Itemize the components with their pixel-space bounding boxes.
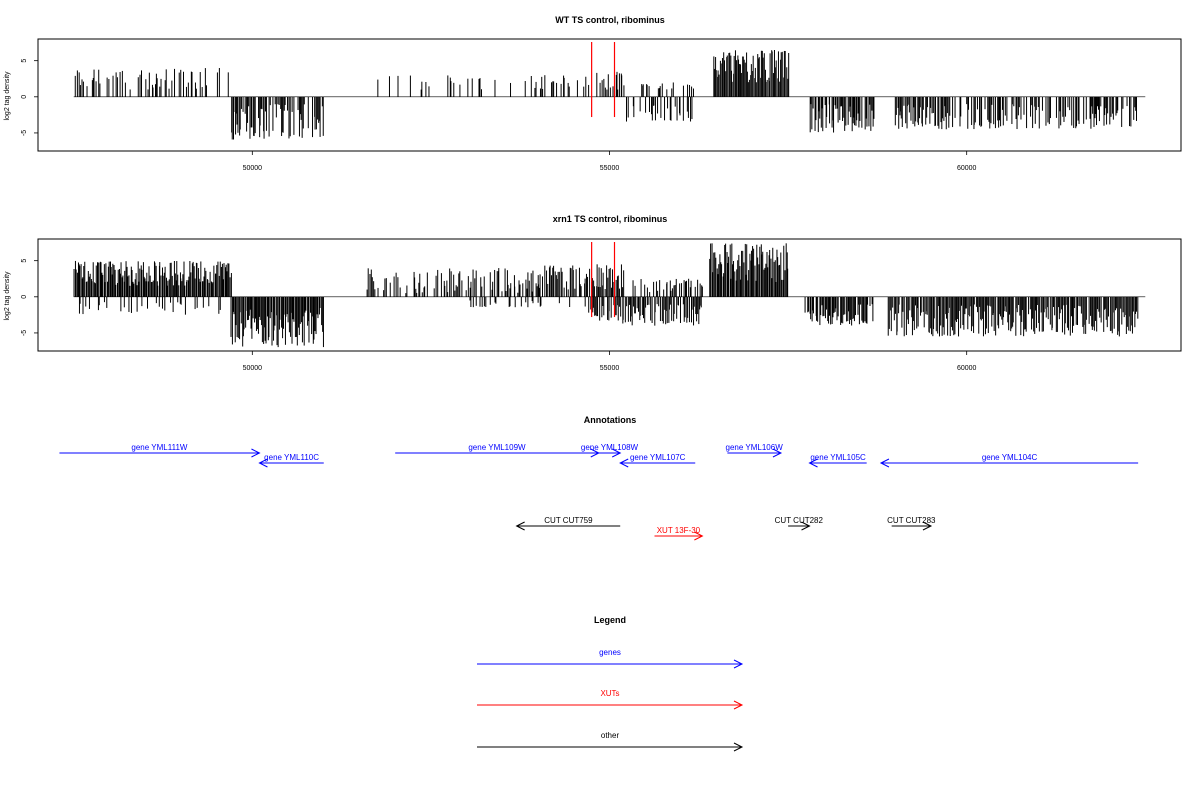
signal-bars bbox=[73, 242, 1146, 348]
annotation-arrow: gene YML109W bbox=[395, 443, 600, 458]
arrow-head bbox=[733, 700, 744, 710]
legend-label: other bbox=[601, 731, 620, 740]
arrow-head bbox=[619, 458, 629, 468]
x-tick-label: 50000 bbox=[243, 365, 263, 372]
annotations-title: Annotations bbox=[584, 415, 637, 425]
x-tick-label: 55000 bbox=[600, 165, 620, 172]
arrow-head bbox=[611, 448, 622, 458]
panel-title: WT TS control, ribominus bbox=[555, 15, 665, 25]
annotation-arrow: gene YML105C bbox=[808, 453, 867, 468]
annotation-arrow: gene YML111W bbox=[59, 443, 261, 458]
axes: 50000 55000 60000 5 0 -5 bbox=[21, 259, 977, 372]
annotation-arrow: XUT 13F-30 bbox=[654, 526, 704, 541]
plot-frame bbox=[37, 38, 1182, 152]
arrow-head bbox=[694, 531, 704, 541]
arrow-head bbox=[772, 448, 783, 458]
annotation-label: gene YML109W bbox=[468, 443, 526, 452]
annotation-label: gene YML107C bbox=[630, 453, 686, 462]
annotation-label: gene YML111W bbox=[131, 443, 187, 452]
arrow-head bbox=[808, 458, 818, 468]
annotation-label: CUT CUT282 bbox=[775, 516, 824, 525]
arrow-head bbox=[251, 448, 261, 458]
legend-arrow: XUTs bbox=[477, 689, 744, 710]
y-tick-label: 5 bbox=[21, 259, 28, 263]
annotation-arrow: gene YML106W bbox=[726, 443, 784, 458]
arrow-head bbox=[258, 458, 268, 468]
annotation-label: gene YML110C bbox=[264, 453, 319, 462]
annotation-arrow: gene YML104C bbox=[879, 453, 1139, 468]
panel-title: xrn1 TS control, ribominus bbox=[553, 214, 668, 224]
annotation-label: XUT 13F-30 bbox=[657, 526, 701, 535]
annotation-label: gene YML108W bbox=[581, 443, 639, 452]
xrn1-panel: xrn1 TS control, ribominus 50000 55000 600… bbox=[4, 214, 1182, 372]
y-axis-label: log2 tag density bbox=[4, 271, 11, 321]
annotation-arrow: CUT CUT282 bbox=[775, 516, 824, 531]
y-tick-label: -5 bbox=[21, 130, 28, 136]
x-tick-label: 55000 bbox=[600, 365, 620, 372]
y-tick-label: 0 bbox=[21, 295, 28, 299]
arrow-head bbox=[515, 521, 525, 531]
annotation-track: gene YML111W gene YML110C gene YML109W gene… bbox=[59, 443, 1139, 541]
arrow-head bbox=[733, 659, 744, 669]
y-axis-label: log2 tag density bbox=[4, 71, 11, 121]
annotation-label: CUT CUT283 bbox=[887, 516, 936, 525]
legend-title: Legend bbox=[594, 615, 626, 625]
signal-bars bbox=[73, 42, 1146, 140]
x-tick-label: 60000 bbox=[957, 165, 977, 172]
annotation-label: gene YML104C bbox=[982, 453, 1038, 462]
annotation-arrow: CUT CUT759 bbox=[515, 516, 621, 531]
annotation-label: CUT CUT759 bbox=[544, 516, 593, 525]
wt-panel: WT TS control, ribominus 50000 55000 60000… bbox=[4, 15, 1182, 172]
annotation-arrow: gene YML110C bbox=[258, 453, 324, 468]
legend-label: genes bbox=[599, 648, 621, 657]
y-tick-label: 0 bbox=[21, 95, 28, 99]
arrow-head bbox=[922, 521, 933, 531]
annotation-arrow: CUT CUT283 bbox=[887, 516, 936, 531]
arrow-head bbox=[879, 458, 890, 468]
arrow-head bbox=[733, 742, 744, 752]
annotation-label: gene YML105C bbox=[810, 453, 866, 462]
y-tick-label: -5 bbox=[21, 330, 28, 336]
arrow-head bbox=[801, 521, 811, 531]
legend: genes XUTs other bbox=[477, 648, 744, 752]
x-tick-label: 60000 bbox=[957, 365, 977, 372]
y-tick-label: 5 bbox=[21, 59, 28, 63]
annotation-arrow: gene YML108W bbox=[581, 443, 639, 458]
axes: 50000 55000 60000 5 0 -5 bbox=[21, 59, 977, 172]
annotation-arrow: gene YML107C bbox=[619, 453, 696, 468]
annotation-label: gene YML106W bbox=[726, 443, 784, 452]
legend-arrow: genes bbox=[477, 648, 744, 669]
legend-label: XUTs bbox=[600, 689, 619, 698]
x-tick-label: 50000 bbox=[243, 165, 263, 172]
legend-arrow: other bbox=[477, 731, 744, 752]
